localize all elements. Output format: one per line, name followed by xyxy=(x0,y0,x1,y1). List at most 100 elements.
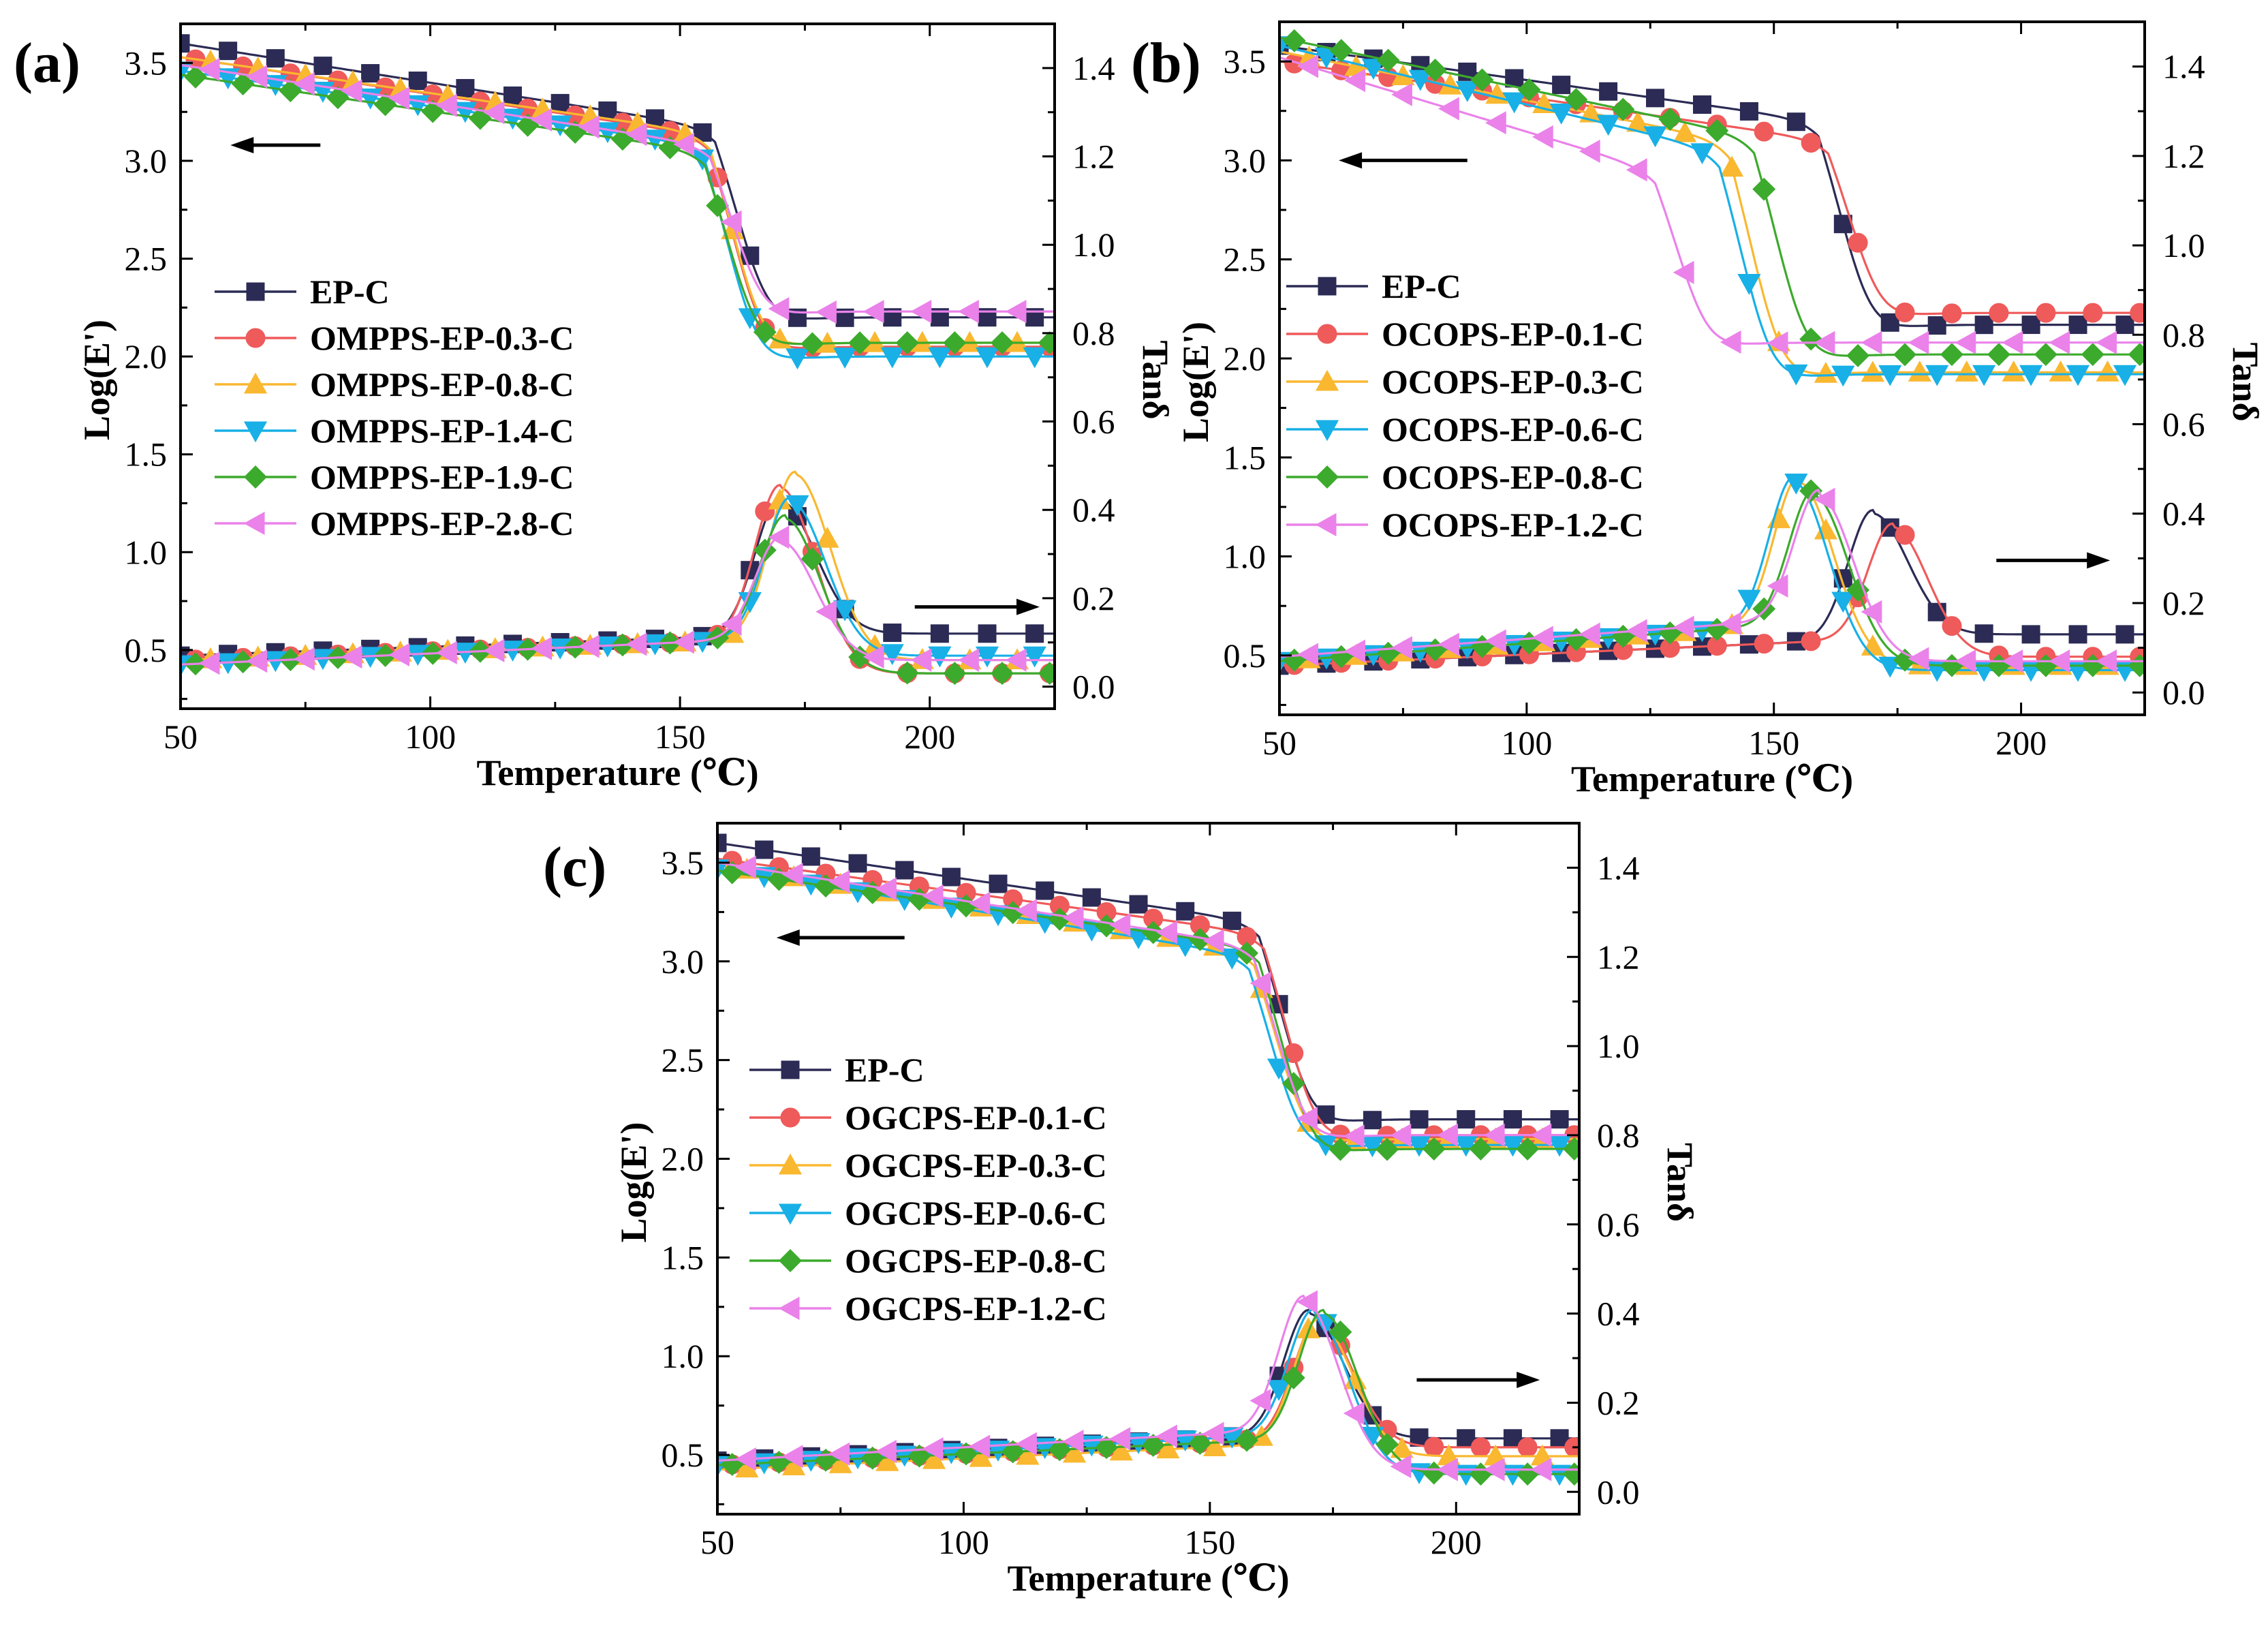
y-right-tick-label: 0.4 xyxy=(1597,1295,1640,1333)
legend: EP-C OGCPS-EP-0.1-C OGCPS-EP-0.3-C OGCPS-EP… xyxy=(749,1051,1107,1327)
tan-delta-point xyxy=(1831,591,1855,613)
y-right-tick-label: 0.0 xyxy=(2162,673,2205,711)
modulus-point xyxy=(1646,89,1665,108)
modulus-point xyxy=(1222,911,1241,930)
x-tick-label: 150 xyxy=(655,718,706,756)
legend-item: OGCPS-EP-0.3-C xyxy=(749,1146,1107,1184)
tan-delta-point xyxy=(1016,1443,1040,1465)
y-right-tick-label: 0.2 xyxy=(1597,1383,1640,1421)
tan-delta-point xyxy=(2096,649,2117,673)
modulus-point xyxy=(1549,104,1573,125)
legend-label: EP-C xyxy=(310,273,390,311)
tan-delta-point xyxy=(1023,646,1046,668)
chart-panel-b: (b) 50 100 150 200 0.5 1.0 1.5 2.0 2.5 3.0 3.5 0.0 0.… xyxy=(1131,20,2266,799)
modulus-line xyxy=(181,63,1055,314)
modulus-point xyxy=(181,34,190,53)
y-left-tick-label: 3.0 xyxy=(1224,141,1267,179)
modulus-point xyxy=(895,861,914,880)
x-tick-label: 200 xyxy=(1995,724,2047,762)
tan-delta-point xyxy=(1767,574,1788,598)
modulus-point xyxy=(1376,1137,1399,1161)
modulus-point xyxy=(989,874,1008,893)
tan-delta-point xyxy=(1846,578,1870,602)
legend-marker xyxy=(245,328,266,348)
modulus-point xyxy=(550,93,570,112)
modulus-point xyxy=(1363,1111,1382,1130)
y-right-tick-label: 0.6 xyxy=(1597,1205,1640,1244)
tan-delta-point xyxy=(625,632,647,656)
tan-delta-point xyxy=(1109,1427,1131,1451)
tan-delta-point xyxy=(828,1442,850,1466)
tan-delta-point xyxy=(815,526,839,548)
modulus-point xyxy=(1550,1110,1569,1129)
legend-marker xyxy=(1315,512,1337,537)
modulus-line xyxy=(717,861,1579,1137)
tan-delta-point xyxy=(930,624,949,643)
tan-delta-line xyxy=(181,470,1055,662)
modulus-point xyxy=(1016,899,1037,923)
modulus-point xyxy=(1455,81,1479,102)
legend-marker xyxy=(1316,465,1339,489)
legend-item: OCOPS-EP-1.2-C xyxy=(1286,506,1644,544)
tan-delta-point xyxy=(1485,629,1506,653)
tan-delta-point xyxy=(1424,1436,1444,1457)
modulus-point xyxy=(435,93,457,117)
plot-frame xyxy=(179,22,1056,710)
modulus-point xyxy=(1038,331,1055,354)
legend-marker xyxy=(778,1296,800,1321)
tan-delta-point xyxy=(1156,1437,1180,1459)
tan-delta-point xyxy=(1799,479,1823,503)
x-tick-label: 150 xyxy=(1748,724,1799,762)
legend-item: EP-C xyxy=(1286,267,1461,305)
y-left-tick-label: 2.5 xyxy=(125,240,168,278)
modulus-point xyxy=(1390,1123,1412,1148)
modulus-point xyxy=(2034,343,2057,367)
modulus-point xyxy=(2130,303,2145,323)
modulus-point xyxy=(1752,177,1776,201)
modulus-point xyxy=(768,296,790,321)
tan-delta-point xyxy=(1235,1428,1259,1452)
modulus-point xyxy=(2021,316,2040,335)
tan-delta-point xyxy=(1579,622,1600,646)
tan-delta-point xyxy=(2002,649,2023,673)
modulus-line xyxy=(1279,56,2145,345)
y-right-tick-label: 0.6 xyxy=(2162,405,2205,444)
tan-delta-point xyxy=(1297,643,1319,666)
modulus-point xyxy=(184,65,207,89)
legend-label: OCOPS-EP-0.6-C xyxy=(1382,410,1644,448)
modulus-point xyxy=(1611,97,1635,121)
legend-marker xyxy=(1318,277,1337,296)
y-left-tick-label: 1.0 xyxy=(1224,538,1267,576)
legend-marker xyxy=(243,511,265,536)
y-left-tick-label: 1.0 xyxy=(662,1337,704,1375)
series-OMPPS-EP-1.4-C xyxy=(181,61,1055,677)
tan-delta-point xyxy=(1470,1437,1491,1458)
modulus-point xyxy=(848,331,872,355)
tan-delta-point xyxy=(875,1439,897,1464)
modulus-point xyxy=(958,300,979,324)
series-OGCPS-EP-0.6-C xyxy=(717,859,1579,1486)
modulus-point xyxy=(801,847,820,866)
modulus-point xyxy=(910,300,932,324)
legend-marker xyxy=(243,421,268,443)
tan-delta-point xyxy=(1390,1454,1412,1479)
legend-label: OGCPS-EP-0.3-C xyxy=(845,1146,1107,1184)
tan-delta-point xyxy=(388,643,410,666)
tan-delta-point xyxy=(578,634,600,658)
modulus-point xyxy=(1267,1058,1291,1080)
legend-item: OCOPS-EP-0.8-C xyxy=(1286,458,1644,496)
modulus-point xyxy=(266,49,285,68)
y-left-tick-label: 0.5 xyxy=(125,631,168,669)
modulus-point xyxy=(1410,1110,1429,1129)
legend-item: OGCPS-EP-0.1-C xyxy=(749,1098,1107,1137)
modulus-point xyxy=(1861,360,1884,382)
modulus-point xyxy=(1391,82,1412,106)
modulus-point xyxy=(246,65,268,89)
tan-delta-point xyxy=(1038,662,1055,686)
modulus-point xyxy=(1062,906,1084,929)
modulus-line xyxy=(717,857,1579,1138)
y-right-axis-title: Tanδ xyxy=(1135,340,1176,419)
modulus-point xyxy=(361,64,380,83)
tan-delta-point xyxy=(246,649,268,673)
modulus-point xyxy=(1438,97,1459,121)
